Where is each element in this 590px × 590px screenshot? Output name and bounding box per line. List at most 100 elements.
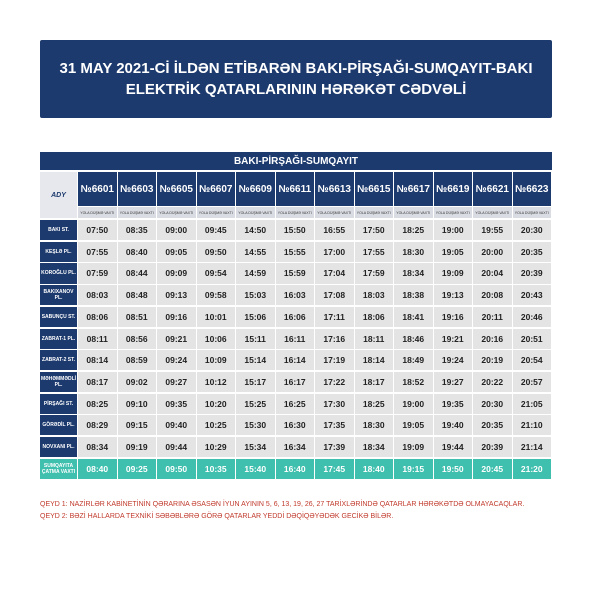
time-cell: 15:40	[236, 458, 275, 479]
time-cell: 15:59	[275, 263, 314, 284]
time-cell: 10:29	[196, 437, 235, 458]
time-cell: 16:06	[275, 306, 314, 327]
train-number: №6611	[275, 172, 314, 206]
time-cell: 18:34	[394, 263, 433, 284]
station: BAKI ST.	[40, 220, 77, 241]
time-cell: 21:20	[512, 458, 551, 479]
time-cell: 18:03	[354, 285, 393, 306]
time-cell: 19:35	[433, 393, 472, 414]
time-cell: 21:14	[512, 437, 551, 458]
time-cell: 08:34	[78, 437, 117, 458]
column-subheader: YOLA DÜŞMƏ VAXTI	[78, 207, 117, 218]
time-cell: 20:51	[512, 328, 551, 349]
time-cell: 08:25	[78, 393, 117, 414]
time-cell: 09:16	[157, 306, 196, 327]
time-cell: 09:10	[117, 393, 156, 414]
time-cell: 19:09	[394, 437, 433, 458]
time-cell: 20:35	[473, 415, 512, 436]
time-cell: 08:14	[78, 350, 117, 371]
time-cell: 09:45	[196, 220, 235, 241]
column-subheader: YOLA DÜŞMƏ VAXTI	[315, 207, 354, 218]
train-number: №6621	[473, 172, 512, 206]
title-line: ELEKTRİK QATARLARININ HƏRƏKƏT CƏDVƏLİ	[125, 81, 467, 98]
time-cell: 09:00	[157, 220, 196, 241]
column-subheader: YOLA DÜŞMƏ VAXTI	[275, 207, 314, 218]
time-cell: 17:11	[315, 306, 354, 327]
train-number: №6605	[157, 172, 196, 206]
station: ZABRAT-1 PL.	[40, 328, 77, 349]
time-cell: 18:38	[394, 285, 433, 306]
train-number: №6603	[117, 172, 156, 206]
column-subheader: YOLA DÜŞMƏ VAXTI	[117, 207, 156, 218]
time-cell: 19:21	[433, 328, 472, 349]
time-cell: 20:11	[473, 306, 512, 327]
time-cell: 08:11	[78, 328, 117, 349]
time-cell: 07:50	[78, 220, 117, 241]
column-subheader: YOLA DÜŞMƏ VAXTI	[157, 207, 196, 218]
time-cell: 09:50	[157, 458, 196, 479]
time-cell: 18:25	[394, 220, 433, 241]
time-cell: 07:59	[78, 263, 117, 284]
time-cell: 19:15	[394, 458, 433, 479]
time-cell: 20:35	[512, 241, 551, 262]
time-cell: 20:30	[512, 220, 551, 241]
station: KEŞLƏ PL.	[40, 241, 77, 262]
time-cell: 20:22	[473, 371, 512, 393]
time-cell: 07:55	[78, 241, 117, 262]
time-cell: 18:30	[394, 241, 433, 262]
time-cell: 19:00	[394, 393, 433, 414]
column-subheader: YOLA DÜŞMƏ VAXTI	[196, 207, 235, 218]
time-cell: 17:59	[354, 263, 393, 284]
time-cell: 09:24	[157, 350, 196, 371]
time-cell: 18:49	[394, 350, 433, 371]
time-cell: 09:25	[117, 458, 156, 479]
time-cell: 09:05	[157, 241, 196, 262]
time-cell: 08:35	[117, 220, 156, 241]
time-cell: 10:06	[196, 328, 235, 349]
time-cell: 14:55	[236, 241, 275, 262]
station: GÖRƏDİL PL.	[40, 415, 77, 436]
time-cell: 16:34	[275, 437, 314, 458]
train-number: №6607	[196, 172, 235, 206]
time-cell: 15:17	[236, 371, 275, 393]
column-subheader: YOLA DÜŞMƏ VAXTI	[394, 207, 433, 218]
time-cell: 20:54	[512, 350, 551, 371]
time-cell: 08:44	[117, 263, 156, 284]
time-cell: 17:08	[315, 285, 354, 306]
time-cell: 17:30	[315, 393, 354, 414]
train-number: №6623	[512, 172, 551, 206]
time-cell: 18:25	[354, 393, 393, 414]
time-cell: 08:56	[117, 328, 156, 349]
time-cell: 19:24	[433, 350, 472, 371]
time-cell: 21:05	[512, 393, 551, 414]
time-cell: 16:17	[275, 371, 314, 393]
time-cell: 15:06	[236, 306, 275, 327]
station: BAKIXANOV PL.	[40, 285, 77, 306]
time-cell: 08:06	[78, 306, 117, 327]
column-subheader: YOLA DÜŞMƏ VAXTI	[354, 207, 393, 218]
time-cell: 10:20	[196, 393, 235, 414]
time-cell: 10:35	[196, 458, 235, 479]
time-cell: 10:25	[196, 415, 235, 436]
time-cell: 15:25	[236, 393, 275, 414]
time-cell: 08:59	[117, 350, 156, 371]
station: SABUNÇU ST.	[40, 306, 77, 327]
time-cell: 14:50	[236, 220, 275, 241]
time-cell: 09:54	[196, 263, 235, 284]
time-cell: 09:40	[157, 415, 196, 436]
logo: ADY	[40, 172, 77, 218]
time-cell: 21:10	[512, 415, 551, 436]
column-subheader: YOLA DÜŞMƏ VAXTI	[473, 207, 512, 218]
train-number: №6601	[78, 172, 117, 206]
time-cell: 15:30	[236, 415, 275, 436]
time-cell: 17:16	[315, 328, 354, 349]
time-cell: 19:55	[473, 220, 512, 241]
time-cell: 19:09	[433, 263, 472, 284]
time-cell: 16:40	[275, 458, 314, 479]
station: SUMQAYITA ÇATMA VAXTI	[40, 458, 77, 479]
time-cell: 15:50	[275, 220, 314, 241]
time-cell: 15:03	[236, 285, 275, 306]
time-cell: 18:52	[394, 371, 433, 393]
time-cell: 19:27	[433, 371, 472, 393]
